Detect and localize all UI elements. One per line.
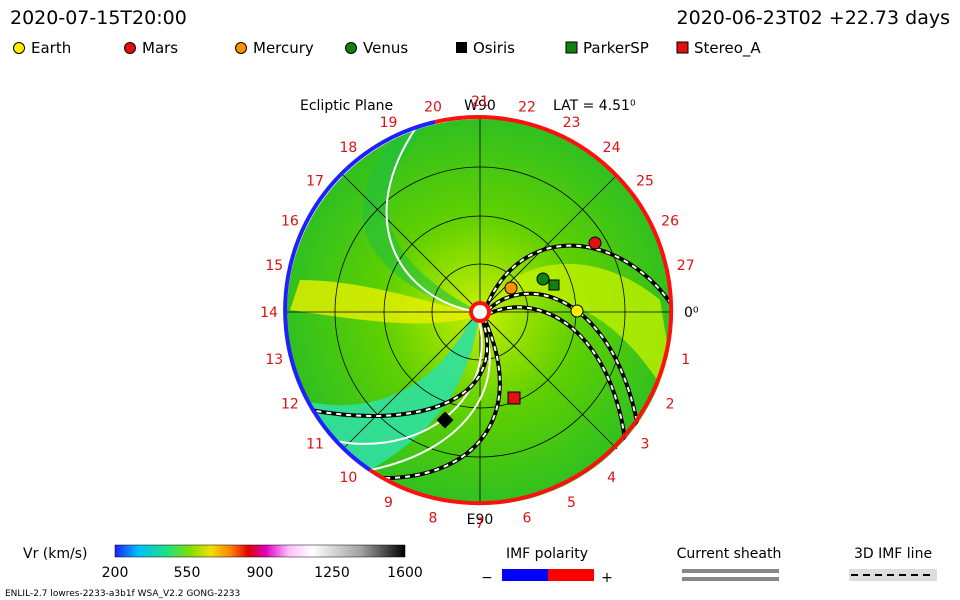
field-line-key: 3D IMF line: [849, 546, 937, 581]
longitude-label: 20: [424, 99, 442, 115]
longitude-label: 6: [523, 511, 532, 527]
longitude-label: 26: [661, 214, 679, 230]
venus: [536, 272, 550, 286]
longitude-label: 13: [265, 352, 283, 368]
colorbar-tick: 1250: [314, 565, 350, 581]
longitude-label: 4: [607, 470, 616, 486]
longitude-label: 12: [281, 397, 299, 413]
longitude-label: 25: [636, 173, 654, 189]
sheath-line: [682, 577, 779, 581]
longitude-label: 8: [429, 511, 438, 527]
longitude-label: 19: [380, 115, 398, 131]
polar-plot: Ecliptic Plane W90 E90 LAT = 4.51⁰ 0⁰ 12…: [260, 94, 699, 532]
header-time: 2020-07-15T20:00: [10, 7, 187, 29]
longitude-label: 15: [265, 258, 283, 274]
legend-label: Venus: [363, 39, 408, 57]
longitude-label: 24: [603, 140, 621, 156]
sun: [469, 301, 491, 323]
footer: ENLIL-2.7 lowres-2233-a3b1f WSA_V2.2 GON…: [5, 589, 240, 599]
stereo-icon: [676, 41, 689, 54]
imf-negative: [502, 569, 548, 581]
longitude-label: 9: [384, 495, 393, 511]
mars: [588, 236, 602, 250]
boundary-positive: [368, 115, 674, 506]
mars-icon: [124, 42, 136, 54]
imf-plus: +: [601, 570, 613, 586]
stereo-a: [507, 391, 521, 405]
longitude-label: 27: [677, 258, 695, 274]
longitude-label: 22: [518, 99, 536, 115]
colorbar-tick: 900: [247, 565, 274, 581]
zero-label: 0⁰: [684, 305, 699, 321]
parker: [548, 279, 560, 291]
sheath-title: Current sheath: [677, 546, 782, 562]
legend-label: Osiris: [473, 39, 515, 57]
field-line-title: 3D IMF line: [854, 546, 932, 562]
legend-label: Mars: [142, 39, 178, 57]
longitude-label: 16: [281, 214, 299, 230]
imf-title: IMF polarity: [506, 546, 588, 562]
imf-key: IMF polarity − +: [481, 546, 613, 586]
mercury: [504, 281, 518, 295]
legend-label: Stereo_A: [694, 39, 761, 58]
legend-label: ParkerSP: [583, 39, 649, 57]
mercury-icon: [235, 42, 247, 54]
legend-label: Mercury: [253, 39, 314, 57]
imf-positive: [548, 569, 594, 581]
sheath-line: [682, 569, 779, 573]
earth: [570, 304, 584, 318]
legend: Earth Mars Mercury Venus Osiris ParkerSP…: [13, 39, 761, 58]
imf-minus: −: [481, 570, 493, 586]
longitude-label: 2: [666, 397, 675, 413]
longitude-label: 23: [563, 115, 581, 131]
boundary-negative: [283, 120, 436, 472]
longitude-label: 17: [306, 173, 324, 189]
colorbar-tick: 1600: [387, 565, 423, 581]
osiris: [436, 411, 454, 429]
longitude-label: 21: [471, 94, 489, 110]
osiris-icon: [456, 42, 467, 53]
longitude-label: 5: [567, 495, 576, 511]
legend-label: Earth: [31, 39, 71, 57]
colorbar-gradient: [114, 544, 406, 558]
longitude-label: 11: [306, 437, 324, 453]
sheath-key: Current sheath: [677, 546, 782, 581]
longitude-label: 1: [681, 352, 690, 368]
e90-label: E90: [467, 512, 494, 528]
colorbar-tick: 550: [174, 565, 201, 581]
w90-label: W90: [464, 98, 496, 114]
plot-title: Ecliptic Plane: [300, 98, 393, 114]
header-run: 2020-06-23T02 +22.73 days: [677, 7, 950, 29]
colorbar-title: Vr (km/s): [23, 546, 87, 562]
venus-icon: [345, 42, 357, 54]
longitude-label: 14: [260, 305, 278, 321]
longitude-label: 7: [476, 516, 485, 532]
longitude-label: 18: [339, 140, 357, 156]
earth-icon: [13, 42, 25, 54]
longitude-label: 10: [339, 470, 357, 486]
parker-icon: [565, 41, 578, 54]
colorbar-tick: 200: [102, 565, 129, 581]
longitude-label: 3: [641, 437, 650, 453]
colorbar: Vr (km/s) 200 550 900 1250 1600: [23, 544, 423, 581]
lat-label: LAT = 4.51⁰: [553, 98, 636, 114]
